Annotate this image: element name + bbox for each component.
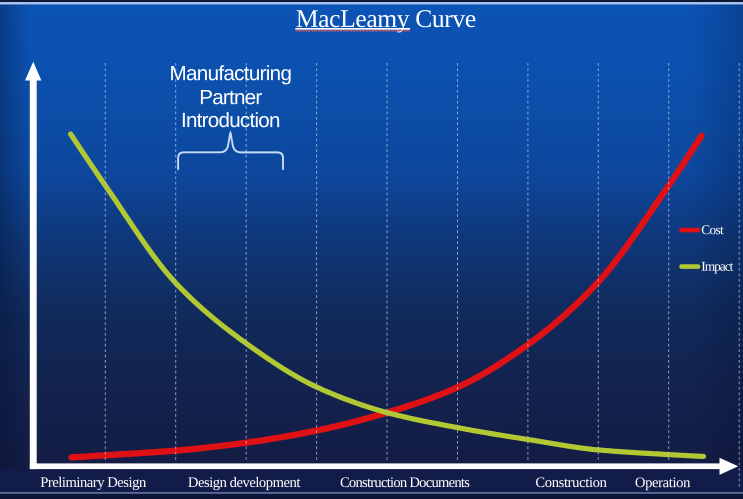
- svg-text:Cost: Cost: [701, 222, 724, 237]
- svg-text:Operation: Operation: [635, 475, 691, 491]
- svg-text:Introduction: Introduction: [181, 109, 281, 132]
- svg-text:Impact: Impact: [701, 259, 733, 274]
- svg-text:Design development: Design development: [188, 475, 301, 491]
- svg-text:Construction Documents: Construction Documents: [340, 475, 470, 491]
- svg-text:Preliminary Design: Preliminary Design: [40, 475, 147, 491]
- svg-text:Manufacturing: Manufacturing: [170, 62, 292, 85]
- svg-text:Construction: Construction: [535, 475, 607, 491]
- svg-text:Partner: Partner: [199, 86, 262, 109]
